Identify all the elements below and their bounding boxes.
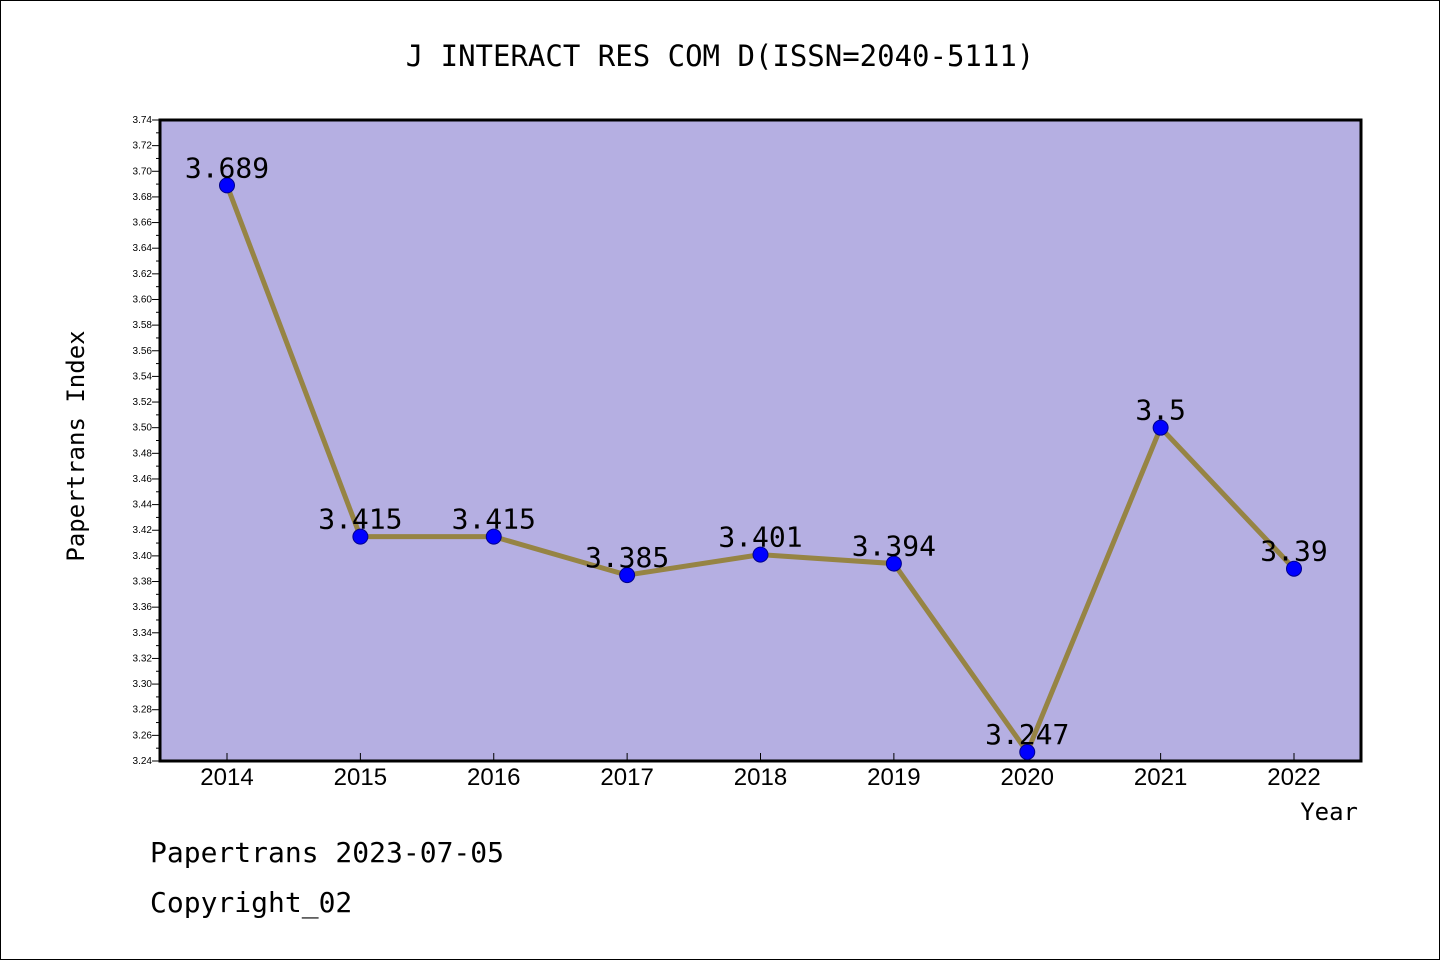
x-tick-label: 2019 bbox=[867, 764, 920, 791]
data-label: 3.5 bbox=[1135, 394, 1186, 427]
x-tick-label: 2014 bbox=[200, 764, 253, 791]
data-point bbox=[485, 528, 502, 545]
y-tick-label: 3.46 bbox=[133, 474, 153, 485]
x-tick-label: 2016 bbox=[467, 764, 520, 791]
y-tick-label: 3.62 bbox=[133, 269, 153, 280]
x-tick-label: 2022 bbox=[1267, 764, 1320, 791]
y-tick-label: 3.36 bbox=[133, 602, 153, 613]
data-point bbox=[352, 528, 369, 545]
data-points bbox=[219, 177, 1302, 761]
data-point bbox=[885, 555, 902, 572]
data-label: 3.415 bbox=[452, 503, 536, 536]
y-tick-label: 3.52 bbox=[133, 397, 153, 408]
x-axis: 2014 2015 2016 2017 2018 2019 2020 2021 2022 bbox=[200, 753, 1321, 791]
data-label: 3.39 bbox=[1260, 535, 1327, 568]
data-label: 3.401 bbox=[718, 521, 802, 554]
y-axis-label: Papertrans Index bbox=[62, 330, 90, 561]
y-tick-label: 3.74 bbox=[133, 115, 153, 126]
data-point bbox=[1152, 419, 1169, 436]
data-point bbox=[752, 546, 769, 563]
data-point bbox=[1286, 560, 1302, 577]
x-tick-label: 2015 bbox=[334, 764, 387, 791]
data-label: 3.385 bbox=[585, 541, 669, 574]
y-tick-label: 3.58 bbox=[133, 320, 153, 331]
x-axis-label: Year bbox=[1300, 798, 1358, 826]
y-tick-label: 3.60 bbox=[133, 294, 153, 305]
x-tick-label: 2020 bbox=[1001, 764, 1054, 791]
data-labels: 3.689 3.415 3.415 3.385 3.401 3.394 3.247 3.5 3.… bbox=[185, 151, 1328, 751]
y-tick-label: 3.38 bbox=[133, 577, 153, 588]
chart-title: J INTERACT RES COM D(ISSN=2040-5111) bbox=[406, 39, 1035, 73]
y-tick-label: 3.32 bbox=[133, 653, 153, 664]
data-label: 3.394 bbox=[852, 530, 936, 563]
y-tick-label: 3.64 bbox=[133, 243, 153, 254]
y-tick-label: 3.72 bbox=[133, 141, 153, 152]
y-tick-label: 3.28 bbox=[133, 705, 153, 716]
plot-area bbox=[158, 118, 1363, 763]
y-tick-label: 3.48 bbox=[133, 448, 153, 459]
y-axis: 3.24 3.26 3.28 3.30 3.32 3.34 3.36 3.38 3.40 3.42… bbox=[133, 115, 160, 767]
y-tick-label: 3.42 bbox=[133, 525, 153, 536]
x-tick-label: 2021 bbox=[1134, 764, 1187, 791]
y-tick-label: 3.70 bbox=[133, 166, 153, 177]
footer-date: Papertrans 2023-07-05 bbox=[150, 836, 505, 869]
y-tick-label: 3.50 bbox=[133, 423, 153, 434]
y-tick-label: 3.26 bbox=[133, 730, 153, 741]
data-point bbox=[1019, 744, 1036, 761]
y-tick-label: 3.68 bbox=[133, 192, 153, 203]
y-tick-label: 3.44 bbox=[133, 500, 153, 511]
footer-copyright: Copyright_02 bbox=[150, 886, 353, 919]
y-tick-label: 3.54 bbox=[133, 371, 153, 382]
y-tick-label: 3.30 bbox=[133, 679, 153, 690]
y-tick-label: 3.24 bbox=[133, 756, 153, 767]
y-tick-label: 3.40 bbox=[133, 551, 153, 562]
y-tick-label: 3.56 bbox=[133, 346, 153, 357]
y-tick-label: 3.66 bbox=[133, 218, 153, 229]
y-tick-label: 3.34 bbox=[133, 628, 153, 639]
x-tick-label: 2017 bbox=[600, 764, 653, 791]
x-tick-label: 2018 bbox=[734, 764, 787, 791]
data-label: 3.689 bbox=[185, 151, 269, 184]
data-point bbox=[619, 567, 636, 584]
data-label: 3.415 bbox=[318, 503, 402, 536]
data-point bbox=[219, 177, 235, 194]
data-label: 3.247 bbox=[985, 718, 1069, 751]
